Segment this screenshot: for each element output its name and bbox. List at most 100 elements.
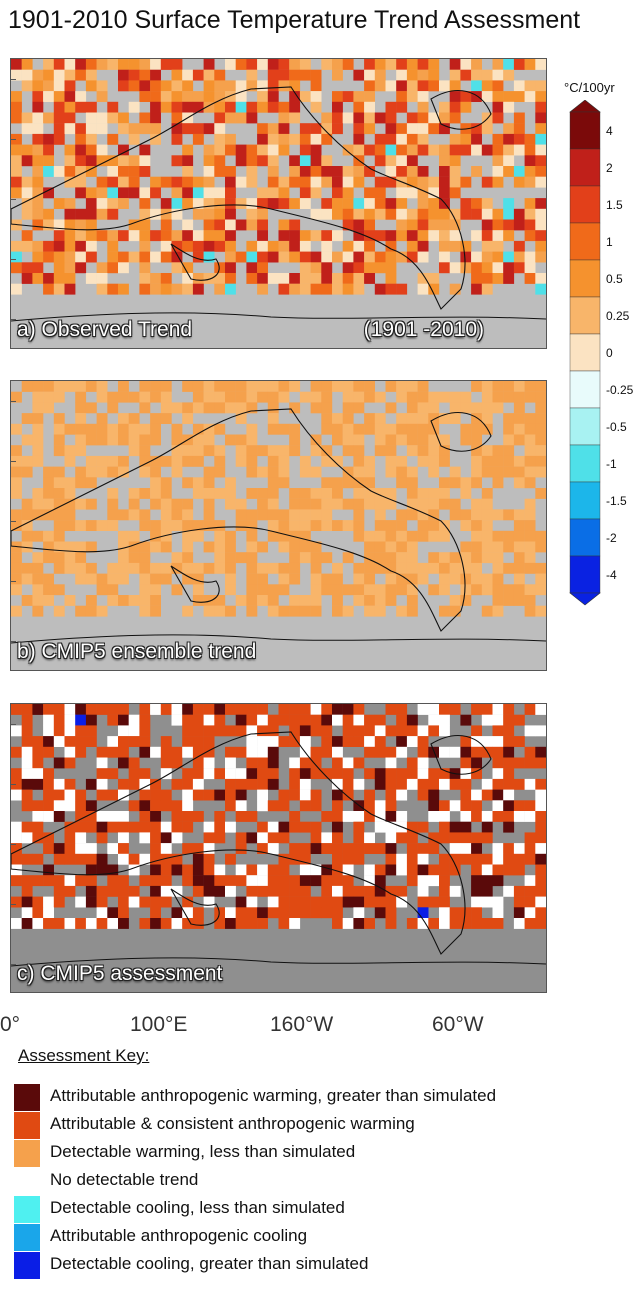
grid-cell: [535, 918, 546, 929]
grid-cell: [524, 219, 536, 231]
grid-cell: [246, 736, 258, 747]
grid-cell: [513, 520, 525, 531]
key-label: Detectable cooling, less than simulated: [50, 1198, 345, 1217]
grid-cell: [439, 885, 450, 897]
grid-cell: [524, 434, 536, 446]
grid-cell: [160, 562, 172, 574]
grid-cell: [257, 800, 268, 812]
grid-cell: [385, 230, 397, 242]
grid-cell: [85, 155, 97, 167]
grid-cell: [503, 59, 515, 70]
grid-cell: [182, 187, 194, 199]
grid-cell: [417, 896, 429, 908]
grid-cell: [21, 853, 33, 865]
grid-cell: [396, 509, 408, 521]
grid-cell: [524, 59, 536, 70]
grid-cell: [21, 176, 33, 188]
grid-cell: [139, 573, 151, 585]
grid-cell: [75, 832, 87, 844]
grid-cell: [428, 445, 440, 457]
grid-cell: [471, 251, 482, 263]
grid-cell: [524, 918, 536, 929]
grid-cell: [492, 584, 504, 596]
grid-cell: [267, 166, 279, 177]
grid-cell: [32, 251, 44, 263]
grid-cell: [75, 144, 87, 156]
grid-cell: [428, 584, 440, 596]
grid-cell: [278, 198, 290, 209]
grid-cell: [460, 176, 472, 188]
grid-cell: [385, 112, 397, 124]
grid-cell: [246, 208, 258, 220]
grid-cell: [85, 434, 97, 446]
grid-cell: [471, 144, 482, 156]
grid-cell: [385, 811, 397, 822]
grid-cell: [267, 746, 279, 758]
grid-cell: [321, 230, 333, 242]
grid-cell: [460, 509, 472, 521]
grid-cell: [524, 605, 536, 617]
grid-cell: [364, 875, 375, 887]
grid-cell: [471, 875, 482, 887]
grid-cell: [139, 91, 151, 102]
grid-cell: [481, 466, 493, 478]
grid-cell: [203, 198, 215, 209]
grid-cell: [96, 811, 108, 822]
grid-cell: [225, 230, 236, 242]
grid-cell: [64, 853, 76, 865]
grid-cell: [160, 80, 172, 92]
grid-cell: [364, 230, 375, 242]
grid-cell: [43, 219, 54, 231]
grid-cell: [439, 832, 450, 844]
grid-cell: [96, 273, 108, 284]
grid-cell: [53, 736, 65, 747]
grid-cell: [246, 757, 258, 769]
grid-cell: [192, 455, 204, 467]
grid-cell: [214, 885, 226, 897]
grid-cell: [417, 402, 429, 414]
grid-cell: [342, 166, 354, 177]
grid-cell: [406, 144, 418, 156]
grid-cell: [299, 198, 311, 209]
grid-cell: [246, 176, 258, 188]
grid-cell: [257, 789, 268, 801]
grid-cell: [192, 69, 204, 81]
grid-cell: [353, 584, 365, 596]
grid-cell: [374, 885, 386, 897]
grid-cell: [85, 80, 97, 92]
grid-cell: [32, 434, 44, 446]
grid-cell: [118, 843, 129, 854]
grid-cell: [492, 778, 504, 790]
grid-cell: [471, 434, 482, 446]
grid-cell: [332, 885, 343, 897]
grid-cell: [513, 800, 525, 812]
grid-cell: [439, 875, 450, 887]
grid-cell: [85, 402, 97, 414]
grid-cell: [449, 864, 461, 876]
grid-cell: [524, 552, 536, 564]
grid-cell: [85, 843, 97, 854]
grid-cell: [428, 832, 440, 844]
grid-cell: [417, 230, 429, 242]
grid-cell: [171, 283, 183, 295]
grid-cell: [160, 530, 172, 542]
grid-cell: [32, 778, 44, 790]
grid-cell: [150, 133, 161, 145]
grid-cell: [439, 155, 450, 167]
grid-cell: [396, 391, 408, 403]
grid-cell: [246, 155, 258, 167]
grid-cell: [214, 166, 226, 177]
grid-cell: [396, 778, 408, 790]
grid-cell: [64, 144, 76, 156]
grid-cell: [364, 240, 375, 252]
grid-cell: [460, 736, 472, 747]
grid-cell: [203, 91, 215, 102]
grid-cell: [11, 768, 22, 780]
grid-cell: [481, 573, 493, 585]
grid-cell: [481, 853, 493, 865]
grid-cell: [32, 262, 44, 274]
grid-cell: [364, 262, 375, 274]
grid-cell: [192, 423, 204, 435]
grid-cell: [278, 230, 290, 242]
grid-cell: [118, 704, 129, 715]
